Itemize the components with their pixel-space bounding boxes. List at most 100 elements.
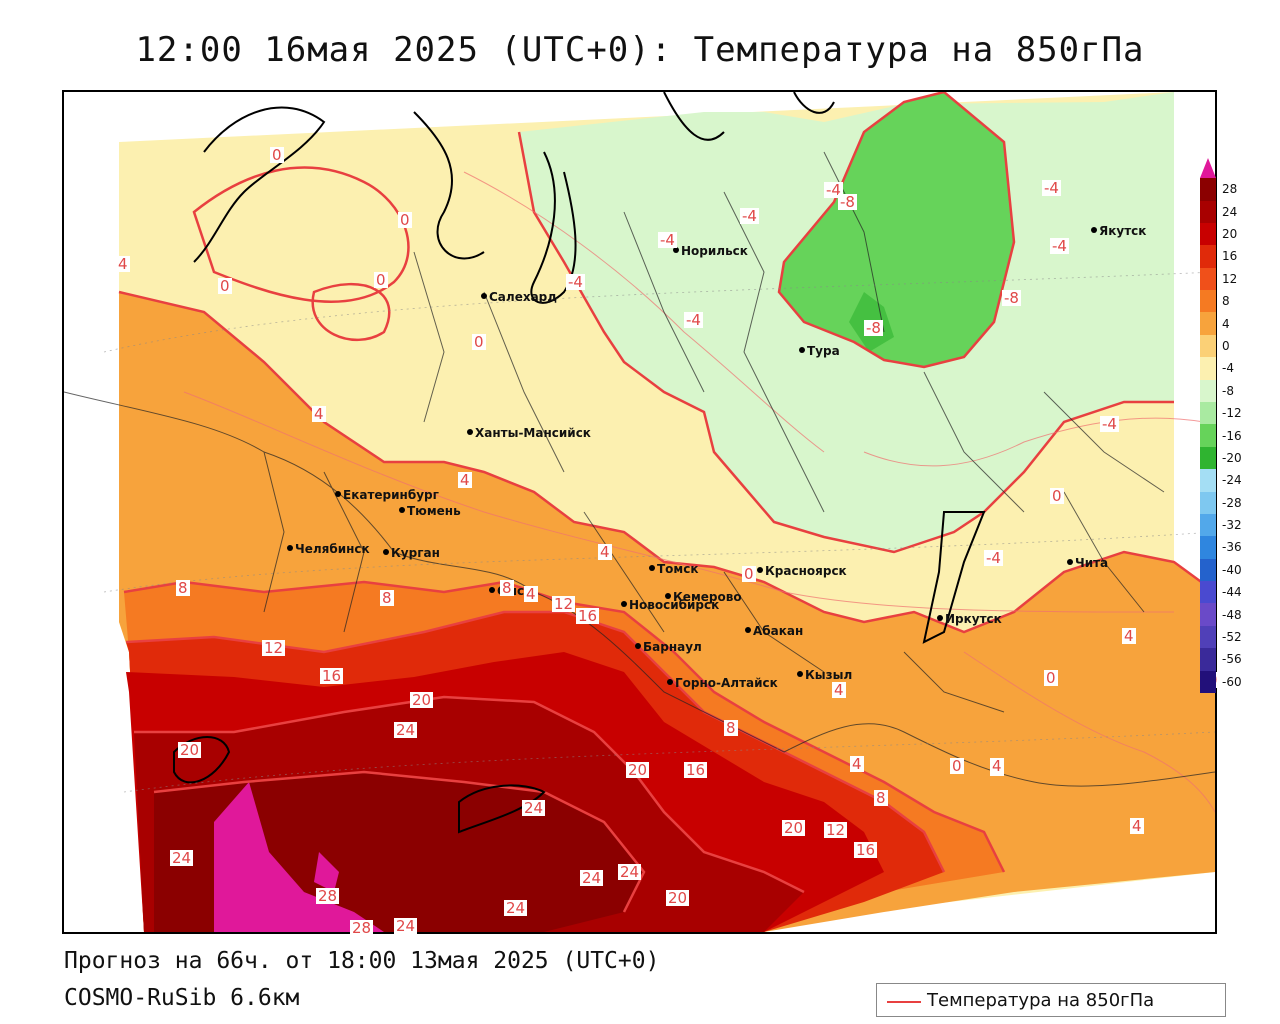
colorbar-tick-label: -36 xyxy=(1222,540,1242,555)
city-label: Красноярск xyxy=(765,564,847,578)
isotherm-value-label: 4 xyxy=(850,755,864,773)
city-marker xyxy=(667,679,673,685)
isotherm-value-label: 4 xyxy=(458,471,472,489)
city-marker xyxy=(467,429,473,435)
colorbar-tick-label: 20 xyxy=(1222,227,1238,242)
colorbar-segment xyxy=(1200,491,1216,515)
colorbar-tick-label: 16 xyxy=(1222,249,1238,264)
isotherm-value-label: 12 xyxy=(552,595,576,613)
city-label: Тура xyxy=(807,344,840,358)
isotherm-value-label: 12 xyxy=(824,821,848,839)
isotherm-value-label: 16 xyxy=(576,607,600,625)
coastlines xyxy=(173,92,986,834)
isotherm-value-label: -4 xyxy=(566,273,585,291)
isotherm-value-label: 4 xyxy=(312,405,326,423)
colorbar-segment xyxy=(1200,290,1216,313)
isotherm-lines xyxy=(118,92,1215,913)
colorbar-tick-label: -24 xyxy=(1222,473,1242,488)
legend: Температура на 850гПа xyxy=(876,983,1226,1017)
city-marker xyxy=(635,643,641,649)
isotherm-value-label: -4 xyxy=(658,231,677,249)
city-label: Тюмень xyxy=(407,504,461,518)
temperature-map xyxy=(64,92,1215,932)
isotherm-value-label: 16 xyxy=(320,667,344,685)
city-label: Екатеринбург xyxy=(343,488,439,502)
city-label: Новосибирск xyxy=(629,598,720,612)
isotherm-value-label: 4 xyxy=(1122,627,1136,645)
colorbar-segment xyxy=(1200,245,1216,269)
city-marker xyxy=(799,347,805,353)
isotherm-thin-lines xyxy=(183,171,1215,813)
colorbar-segment xyxy=(1200,401,1216,425)
city-label: Иркутск xyxy=(945,612,1002,626)
legend-label: Температура на 850гПа xyxy=(927,990,1155,1011)
isotherm-value-label: 0 xyxy=(742,565,756,583)
map-title: 12:00 16мая 2025 (UTC+0): Температура на… xyxy=(135,30,1145,70)
isotherm-value-label: 24 xyxy=(618,863,642,881)
isotherm-value-label: 24 xyxy=(394,917,418,935)
isotherm-value-label: 24 xyxy=(580,869,604,887)
colorbar-segment xyxy=(1200,334,1216,358)
colorbar-tick-label: -48 xyxy=(1222,607,1242,622)
colorbar-segment xyxy=(1200,200,1216,224)
colorbar-segment xyxy=(1200,222,1216,246)
colorbar-segment xyxy=(1200,379,1216,403)
colorbar-segment xyxy=(1200,267,1216,291)
colorbar-tick-label: 28 xyxy=(1222,182,1238,197)
city-marker xyxy=(335,491,341,497)
isotherm-value-label: 20 xyxy=(666,889,690,907)
isotherm-value-label: -8 xyxy=(838,193,857,211)
city-label: Курган xyxy=(391,546,440,560)
colorbar-tick-label: -44 xyxy=(1222,585,1242,600)
colorbar-segment xyxy=(1200,670,1216,694)
isotherm-value-label: 4 xyxy=(524,585,538,603)
isotherm-value-label: -4 xyxy=(1100,415,1119,433)
city-marker xyxy=(673,247,679,253)
city-marker xyxy=(399,507,405,513)
isotherm-value-label: 0 xyxy=(472,333,486,351)
isotherm-value-label: 0 xyxy=(218,277,232,295)
colorbar-tick-label: -56 xyxy=(1222,652,1242,667)
colorbar-tick-label: 24 xyxy=(1222,204,1238,219)
city-label: Томск xyxy=(657,562,699,576)
colorbar-tick-label: -28 xyxy=(1222,495,1242,510)
city-marker xyxy=(621,601,627,607)
colorbar-segment xyxy=(1200,446,1216,470)
isotherm-value-label: 8 xyxy=(176,579,190,597)
isotherm-value-label: 28 xyxy=(350,919,374,937)
city-marker xyxy=(1067,559,1073,565)
city-marker xyxy=(745,627,751,633)
city-marker xyxy=(937,615,943,621)
city-marker xyxy=(649,565,655,571)
isotherm-value-label: 8 xyxy=(724,719,738,737)
city-label: Горно-Алтайск xyxy=(675,676,778,690)
isotherm-value-label: -4 xyxy=(1050,237,1069,255)
colorbar-segment xyxy=(1200,648,1216,672)
colorbar-tick-label: 0 xyxy=(1222,339,1230,354)
city-label: Абакан xyxy=(753,624,804,638)
isotherm-value-label: 16 xyxy=(854,841,878,859)
isotherm-value-label: 28 xyxy=(316,887,340,905)
city-marker xyxy=(481,293,487,299)
colorbar-segment xyxy=(1200,424,1216,448)
isotherm-value-label: 20 xyxy=(782,819,806,837)
isotherm-value-label: 4 xyxy=(990,757,1004,775)
isotherm-value-label: 24 xyxy=(522,799,546,817)
isotherm-value-label: -8 xyxy=(1002,289,1021,307)
colorbar-tick-label: 4 xyxy=(1222,316,1230,331)
colorbar-tick-label: -12 xyxy=(1222,406,1242,421)
isotherm-value-label: 4 xyxy=(832,681,846,699)
isotherm-value-label: -4 xyxy=(984,549,1003,567)
colorbar-segment xyxy=(1200,178,1216,202)
isotherm-value-label: 0 xyxy=(1050,487,1064,505)
colorbar-segment xyxy=(1200,469,1216,492)
map-frame[interactable]: Норильск Якутск Салехард Тура Ханты-Мансийск… xyxy=(62,90,1220,937)
isotherm-value-label: 24 xyxy=(170,849,194,867)
city-label: Салехард xyxy=(489,290,557,304)
model-info: COSMO-RuSib 6.6км xyxy=(64,985,300,1011)
isotherm-value-label: 0 xyxy=(374,271,388,289)
city-marker xyxy=(383,549,389,555)
colorbar-segment xyxy=(1200,312,1216,336)
isotherm-value-label: 0 xyxy=(270,146,284,164)
forecast-info: Прогноз на 66ч. от 18:00 13мая 2025 (UTC… xyxy=(64,948,660,974)
